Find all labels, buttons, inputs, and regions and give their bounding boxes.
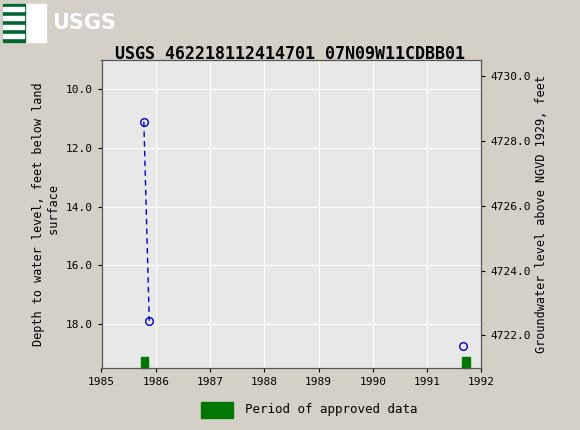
- Bar: [201, 402, 233, 418]
- Text: USGS: USGS: [52, 12, 116, 33]
- FancyArrow shape: [3, 25, 24, 29]
- Bar: [140, 357, 148, 368]
- FancyArrow shape: [3, 7, 24, 11]
- Text: USGS 462218112414701 07N09W11CDBB01: USGS 462218112414701 07N09W11CDBB01: [115, 45, 465, 63]
- Y-axis label: Groundwater level above NGVD 1929, feet: Groundwater level above NGVD 1929, feet: [535, 75, 548, 353]
- Y-axis label: Depth to water level, feet below land
 surface: Depth to water level, feet below land su…: [32, 82, 61, 346]
- Bar: [462, 357, 470, 368]
- Bar: [3, 3, 25, 42]
- Text: Period of approved data: Period of approved data: [245, 403, 418, 416]
- FancyArrow shape: [3, 16, 24, 20]
- FancyArrow shape: [3, 34, 24, 38]
- Bar: [3, 3, 46, 42]
